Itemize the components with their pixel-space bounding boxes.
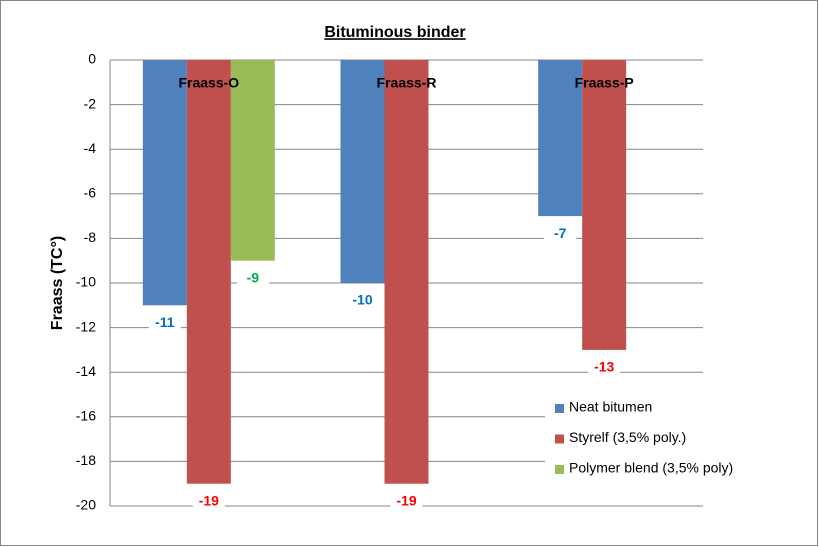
bar	[340, 60, 385, 283]
data-label-bg	[346, 291, 379, 311]
data-label: -10	[352, 292, 372, 308]
y-tick-label: -8	[84, 229, 97, 245]
y-tick-label: 0	[88, 51, 96, 67]
category-label: Fraass-P	[575, 75, 634, 91]
y-tick-label: -4	[84, 140, 97, 156]
bar	[384, 60, 429, 484]
data-label-bg	[148, 313, 181, 334]
y-tick-label: -14	[76, 363, 96, 379]
data-label: -19	[396, 492, 416, 508]
y-tick-label: -10	[76, 274, 96, 290]
y-axis-title: Fraass (TC°)	[49, 236, 66, 330]
y-tick-label: -16	[76, 408, 96, 424]
data-label: -11	[155, 314, 175, 330]
data-label-bg	[192, 491, 225, 512]
data-label: -13	[594, 359, 614, 375]
data-label-bg	[588, 357, 621, 378]
y-tick-label: -6	[84, 185, 97, 201]
legend-label: Styrelf (3,5% poly.)	[569, 429, 686, 445]
y-tick-label: -18	[76, 452, 96, 468]
legend-label: Polymer blend (3,5% poly)	[569, 460, 733, 476]
data-label-bg	[544, 224, 577, 245]
legend-swatch	[555, 404, 564, 413]
legend-label: Neat bitumen	[569, 399, 652, 415]
bar	[230, 60, 275, 261]
chart-title: Bituminous binder	[324, 24, 465, 41]
category-label: Fraass-R	[377, 75, 437, 91]
bar	[186, 60, 231, 484]
legend-swatch	[555, 434, 564, 444]
bar	[142, 60, 187, 306]
data-label: -9	[247, 269, 260, 285]
y-tick-label: -12	[76, 318, 96, 334]
category-label: Fraass-O	[178, 75, 239, 91]
data-label: -7	[554, 225, 567, 241]
data-label-bg	[236, 268, 269, 289]
bar	[538, 60, 583, 217]
data-label-bg	[390, 491, 423, 512]
y-tick-label: -2	[84, 95, 97, 111]
legend-bg	[545, 392, 745, 487]
legend-swatch	[555, 465, 564, 474]
data-label: -19	[199, 492, 219, 508]
bar	[582, 60, 627, 350]
y-tick-label: -20	[76, 497, 96, 513]
